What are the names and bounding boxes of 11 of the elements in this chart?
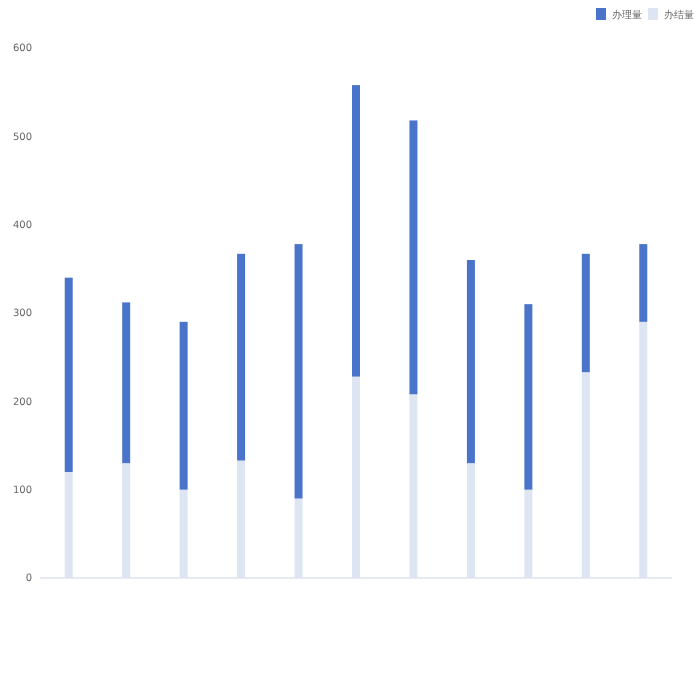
bar xyxy=(64,277,73,472)
bar xyxy=(237,253,246,461)
bar xyxy=(524,304,533,490)
bar xyxy=(179,321,188,490)
bar xyxy=(581,253,590,373)
bar xyxy=(294,244,303,499)
bar xyxy=(409,120,418,395)
bar xyxy=(122,302,131,464)
bar xyxy=(639,244,648,322)
bar xyxy=(466,260,475,464)
bar xyxy=(352,85,360,377)
